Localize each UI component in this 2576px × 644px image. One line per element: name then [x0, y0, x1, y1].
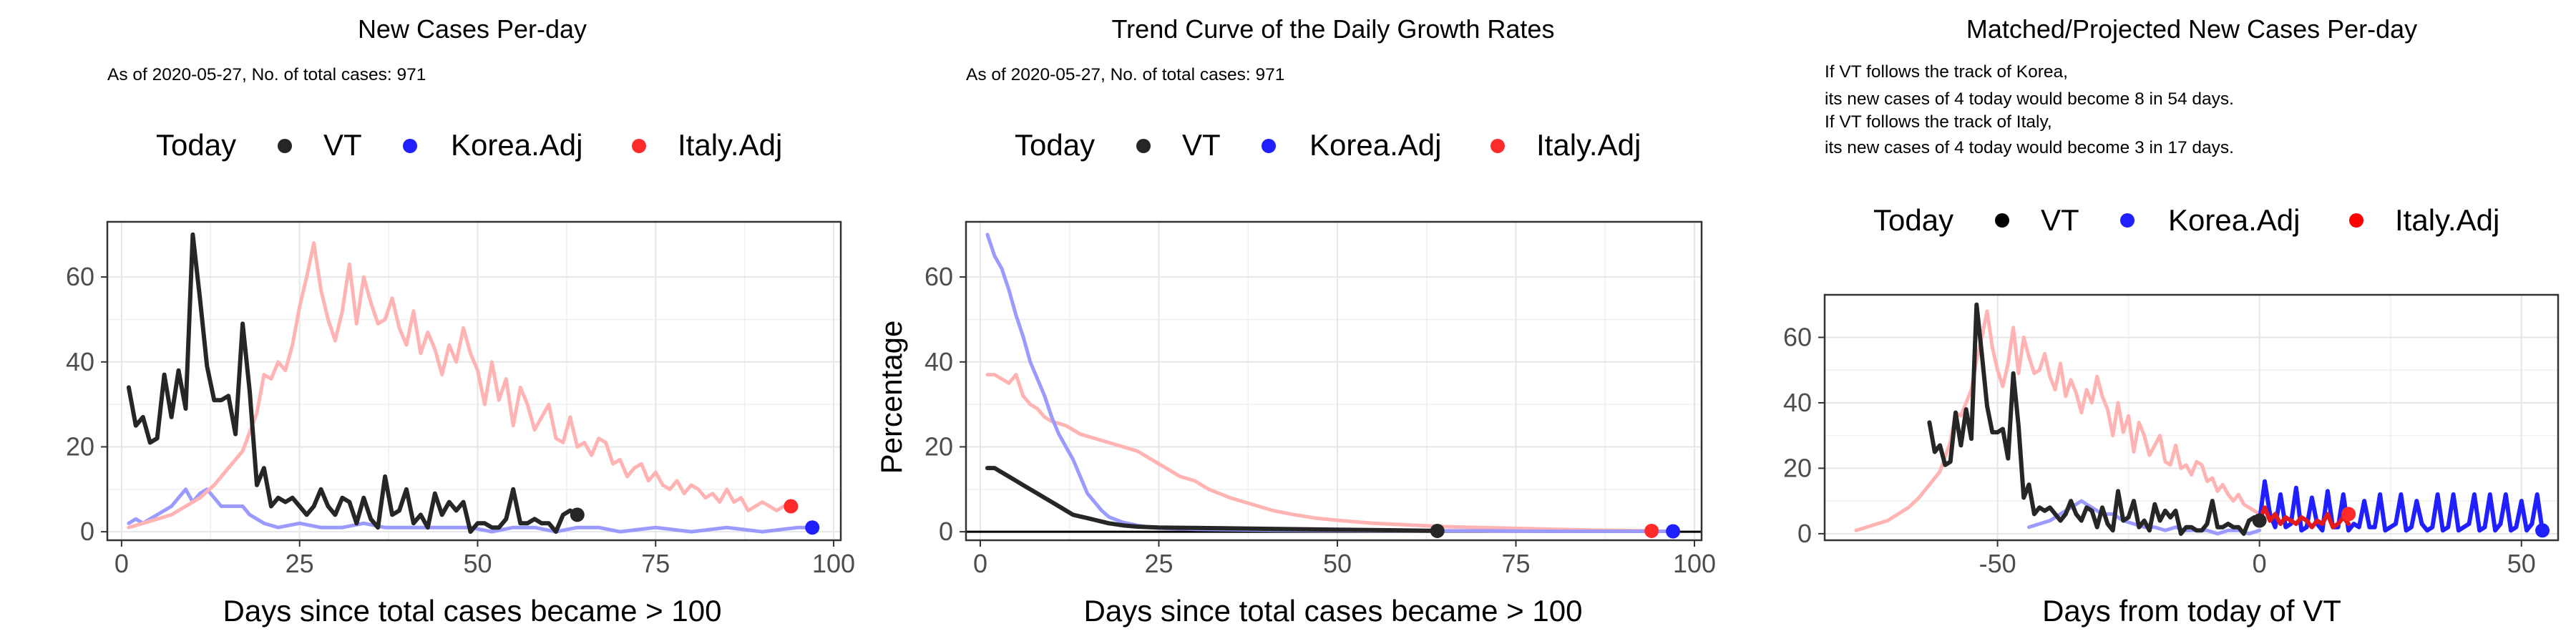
x-tick-label: 0 — [2253, 549, 2267, 578]
today-point-italy-adj — [1644, 523, 1659, 538]
x-tick-label: 50 — [463, 549, 492, 578]
plot-border — [965, 220, 1703, 542]
today-point-italy-adj — [2341, 507, 2356, 522]
panel-2-title: Trend Curve of the Daily Growth Rates — [1112, 14, 1555, 44]
legend-italy-label: Italy.Adj — [678, 128, 782, 162]
legend-vt-swatch — [1995, 213, 2009, 228]
panel-2-legend: Today VT Korea.Adj Italy.Adj — [1015, 128, 1641, 162]
x-tick-label: 25 — [1144, 549, 1173, 578]
series-line-italy-adj-projected- — [2257, 505, 2351, 530]
today-point-korea-adj — [805, 520, 820, 535]
today-point-korea-adj — [2535, 523, 2550, 538]
series-line-korea-adj — [127, 487, 814, 534]
panel-3-subtitle-line-2: its new cases of 4 today would become 8 … — [1825, 89, 2234, 109]
today-point-italy-adj — [784, 499, 799, 514]
x-tick-label: 25 — [286, 549, 314, 578]
y-tick-label: 40 — [66, 347, 94, 376]
panel-3-subtitle-line-1: If VT follows the track of Korea, — [1825, 62, 2068, 82]
legend-korea-swatch — [2120, 213, 2135, 228]
x-tick-label: 100 — [1673, 549, 1716, 578]
x-tick-label: 0 — [973, 549, 987, 578]
panel-3-legend: Today VT Korea.Adj Italy.Adj — [1873, 203, 2499, 237]
plot-background — [966, 222, 1702, 540]
series-line-italy-adj-matched- — [1854, 309, 2262, 532]
series-line-italy-adj — [127, 241, 793, 530]
series-line-italy-adj — [985, 373, 1654, 533]
y-tick-label: 0 — [939, 517, 953, 546]
today-point-vt — [1430, 523, 1445, 538]
legend-title: Today — [156, 128, 236, 162]
panel-1-plot: 0 25 50 75 100 0 20 40 60 — [66, 220, 855, 578]
panel-2-y-axis-label: Percentage — [874, 321, 908, 474]
panel-3-subtitle-line-3: If VT follows the track of Italy, — [1825, 112, 2052, 132]
panel-3-plot: -50 0 50 0 20 40 60 — [1783, 293, 2560, 578]
panel-1-title: New Cases Per-day — [358, 14, 587, 44]
today-point-vt — [570, 507, 585, 522]
panel-2-x-axis-label: Days since total cases became > 100 — [1084, 594, 1583, 628]
legend-title: Today — [1015, 128, 1095, 162]
legend-italy-swatch — [2349, 213, 2363, 228]
legend-korea-label: Korea.Adj — [451, 128, 582, 162]
panel-1-legend: Today VT Korea.Adj Italy.Adj — [156, 128, 782, 162]
legend-italy-swatch — [632, 139, 646, 153]
plot-border — [106, 220, 842, 542]
today-point-vt — [2252, 513, 2267, 528]
y-tick-label: 20 — [924, 431, 953, 461]
legend-vt-label: VT — [1182, 128, 1221, 162]
y-tick-label: 20 — [66, 431, 94, 461]
x-tick-label: 75 — [641, 549, 670, 578]
y-tick-label: 60 — [924, 262, 953, 291]
panel-3-title: Matched/Projected New Cases Per-day — [1966, 14, 2417, 44]
y-tick-label: 20 — [1783, 453, 1812, 482]
y-tick-label: 60 — [66, 262, 94, 291]
panel-2-subtitle-line-1: As of 2020-05-27, No. of total cases: 97… — [966, 65, 1284, 84]
legend-italy-swatch — [1491, 139, 1505, 153]
y-tick-label: 0 — [80, 517, 94, 546]
series-line-vt — [985, 466, 1440, 533]
series-line-vt — [1927, 302, 2262, 536]
legend-vt-label: VT — [323, 128, 362, 162]
today-point-korea-adj — [1666, 524, 1681, 539]
x-tick-label: 0 — [114, 549, 129, 578]
legend-korea-label: Korea.Adj — [1309, 128, 1441, 162]
y-tick-label: 60 — [1783, 322, 1812, 351]
legend-vt-swatch — [1136, 139, 1151, 153]
y-tick-label: 40 — [1783, 388, 1812, 417]
plot-background — [107, 222, 841, 540]
legend-italy-label: Italy.Adj — [1536, 128, 1641, 162]
legend-korea-label: Korea.Adj — [2168, 203, 2300, 237]
series-line-korea-adj-projected- — [2257, 479, 2545, 533]
legend-title: Today — [1873, 203, 1953, 237]
plot-border — [1823, 293, 2560, 542]
plot-background — [1825, 295, 2558, 540]
panel-1-x-axis-label: Days since total cases became > 100 — [223, 594, 722, 628]
panel-1-subtitle-line-1: As of 2020-05-27, No. of total cases: 97… — [107, 65, 426, 84]
series-line-vt — [126, 232, 580, 535]
x-tick-label: 50 — [1323, 549, 1352, 578]
x-tick-label: -50 — [1979, 549, 2016, 578]
panel-2-plot: 0 25 50 75 100 0 20 40 60 — [924, 220, 1716, 578]
legend-vt-swatch — [278, 139, 292, 153]
y-tick-label: 40 — [924, 347, 953, 376]
y-tick-label: 0 — [1797, 519, 1812, 548]
panel-3-x-axis-label: Days from today of VT — [2042, 594, 2341, 628]
legend-korea-swatch — [403, 139, 417, 153]
legend-korea-swatch — [1262, 139, 1276, 153]
legend-italy-label: Italy.Adj — [2395, 203, 2499, 237]
x-tick-label: 100 — [812, 549, 855, 578]
x-tick-label: 75 — [1501, 549, 1530, 578]
x-tick-label: 50 — [2507, 549, 2536, 578]
panel-3-subtitle-line-4: its new cases of 4 today would become 3 … — [1825, 138, 2234, 157]
legend-vt-label: VT — [2041, 203, 2079, 237]
